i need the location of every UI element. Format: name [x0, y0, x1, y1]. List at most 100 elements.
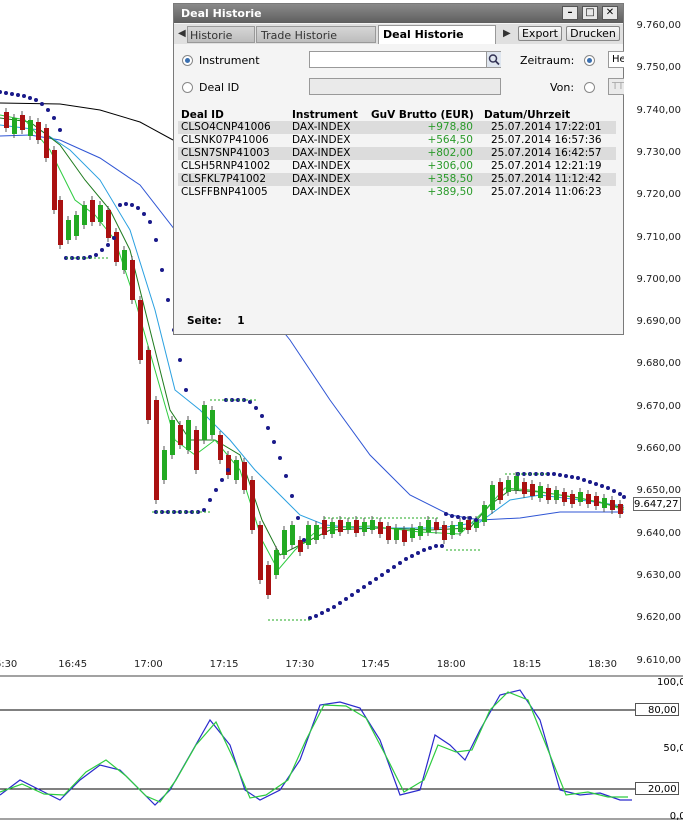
- date-cell: 25.07.2014 16:57:36: [491, 134, 602, 146]
- candle-body: [4, 112, 9, 128]
- tab-scroll-left-icon[interactable]: ◀: [178, 28, 186, 39]
- instrument-input[interactable]: [309, 51, 501, 68]
- column-header-instrument[interactable]: Instrument: [289, 108, 368, 121]
- sar-dot: [398, 561, 402, 565]
- sar-dot: [124, 202, 128, 206]
- instrument-label: Instrument: [199, 54, 260, 67]
- sar-dot: [440, 544, 444, 548]
- dealid-radio[interactable]: [182, 82, 193, 93]
- sar-dot: [618, 492, 622, 496]
- price-tick-label: 9.760,00: [636, 20, 681, 31]
- zeitraum-radio[interactable]: [584, 55, 595, 66]
- candle-body: [90, 200, 95, 222]
- table-row[interactable]: CLSO4CNP41006 DAX-INDEX +978,80 25.07.2014 …: [178, 121, 616, 134]
- sar-dot: [422, 548, 426, 552]
- sar-dot: [106, 243, 110, 247]
- sar-dot: [118, 203, 122, 207]
- price-tick-label: 9.730,00: [636, 146, 681, 158]
- candle-body: [322, 520, 327, 535]
- price-tick-label: 9.720,00: [636, 189, 681, 201]
- sar-dot: [0, 90, 2, 94]
- sar-dot: [130, 203, 134, 207]
- tab-trade-historie[interactable]: Trade Historie: [256, 26, 376, 43]
- von-radio[interactable]: [584, 82, 595, 93]
- deal-id-cell: CLSO4CNP41006: [178, 121, 289, 134]
- sar-dot: [576, 476, 580, 480]
- column-header-pnl[interactable]: GuV Brutto (EUR): [368, 108, 481, 121]
- candle-body: [610, 500, 615, 510]
- candle-body: [386, 526, 391, 540]
- sar-dot: [450, 514, 454, 518]
- pnl-cell: +358,50: [368, 173, 481, 186]
- instrument-radio[interactable]: [182, 55, 193, 66]
- von-date-input[interactable]: TT: [608, 78, 624, 95]
- table-row[interactable]: CLSN7SNP41003 DAX-INDEX +802,00 25.07.2014 …: [178, 147, 616, 160]
- export-button[interactable]: Export: [518, 26, 562, 41]
- pagination: Seite: 1: [187, 315, 245, 327]
- candle-body: [20, 115, 25, 130]
- table-row[interactable]: CLSH5RNP41002 DAX-INDEX +306,00 25.07.2014 …: [178, 160, 616, 173]
- sar-dot: [28, 96, 32, 100]
- sar-dot: [416, 551, 420, 555]
- sar-dot: [386, 569, 390, 573]
- candle-body: [514, 476, 519, 490]
- oscillator-tick-label: 100,00: [657, 677, 683, 688]
- table-row[interactable]: CLSFFBNP41005 DAX-INDEX +389,50 25.07.2014 …: [178, 186, 616, 199]
- sar-dot: [522, 472, 526, 476]
- sar-dot: [380, 573, 384, 577]
- candle-body: [418, 526, 423, 536]
- price-tick-label: 9.700,00: [636, 273, 681, 285]
- time-tick-label: 17:45: [361, 659, 390, 670]
- column-header-date[interactable]: Datum/Uhrzeit: [481, 108, 616, 121]
- sar-dot: [600, 484, 604, 488]
- sar-dot: [260, 414, 264, 418]
- price-tick-label: 9.610,00: [636, 654, 681, 666]
- table-row[interactable]: CLSFKL7P41002 DAX-INDEX +358,50 25.07.2014 …: [178, 173, 616, 186]
- candle-body: [162, 450, 167, 480]
- deal-history-dialog[interactable]: Deal Historie – □ ✕ ◀ Historie Trade His…: [173, 3, 624, 335]
- candle-body: [44, 128, 49, 158]
- sar-dot: [112, 236, 116, 240]
- dialog-title: Deal Historie: [181, 7, 262, 20]
- date-cell: 25.07.2014 11:12:42: [481, 173, 616, 186]
- dialog-titlebar[interactable]: Deal Historie – □ ✕: [174, 4, 623, 23]
- zeitraum-select[interactable]: He: [608, 51, 624, 68]
- dealid-input[interactable]: [309, 78, 501, 95]
- sar-dot: [34, 98, 38, 102]
- sar-dot: [22, 94, 26, 98]
- maximize-icon[interactable]: □: [582, 6, 598, 20]
- tab-scroll-right-icon[interactable]: ▶: [503, 28, 511, 39]
- candle-body: [578, 492, 583, 502]
- candle-body: [442, 525, 447, 540]
- candle-body: [410, 528, 415, 538]
- sar-dot: [456, 515, 460, 519]
- minimize-icon[interactable]: –: [562, 6, 578, 20]
- sar-dot: [296, 516, 300, 520]
- candle-body: [562, 492, 567, 502]
- tab-historie[interactable]: Historie: [187, 26, 255, 43]
- candle-body: [378, 522, 383, 534]
- pnl-cell: +306,00: [427, 160, 473, 172]
- candle-body: [370, 520, 375, 530]
- sar-dot: [392, 565, 396, 569]
- close-icon[interactable]: ✕: [602, 6, 618, 20]
- ma-cyan-line: [0, 124, 625, 529]
- sar-dot: [314, 614, 318, 618]
- tab-deal-historie[interactable]: Deal Historie: [378, 25, 496, 44]
- price-tick-label: 9.690,00: [636, 316, 681, 328]
- print-button[interactable]: Drucken: [566, 26, 620, 41]
- sar-dot: [374, 577, 378, 581]
- price-tick-label: 9.620,00: [636, 612, 681, 624]
- search-icon[interactable]: [486, 52, 501, 67]
- oscillator-blue-line: [0, 689, 632, 806]
- column-header-deal-id[interactable]: Deal ID: [178, 108, 289, 121]
- sar-dot: [284, 474, 288, 478]
- time-tick-label: 18:15: [512, 659, 542, 670]
- price-tick-label: 9.650,00: [636, 485, 681, 497]
- sar-dot: [208, 498, 212, 502]
- sar-dot: [266, 426, 270, 430]
- table-row[interactable]: CLSNK07P41006 DAX-INDEX +564,50 25.07.2014 …: [178, 134, 616, 147]
- sar-dot: [622, 495, 626, 499]
- sar-dot: [368, 581, 372, 585]
- candle-body: [130, 260, 135, 300]
